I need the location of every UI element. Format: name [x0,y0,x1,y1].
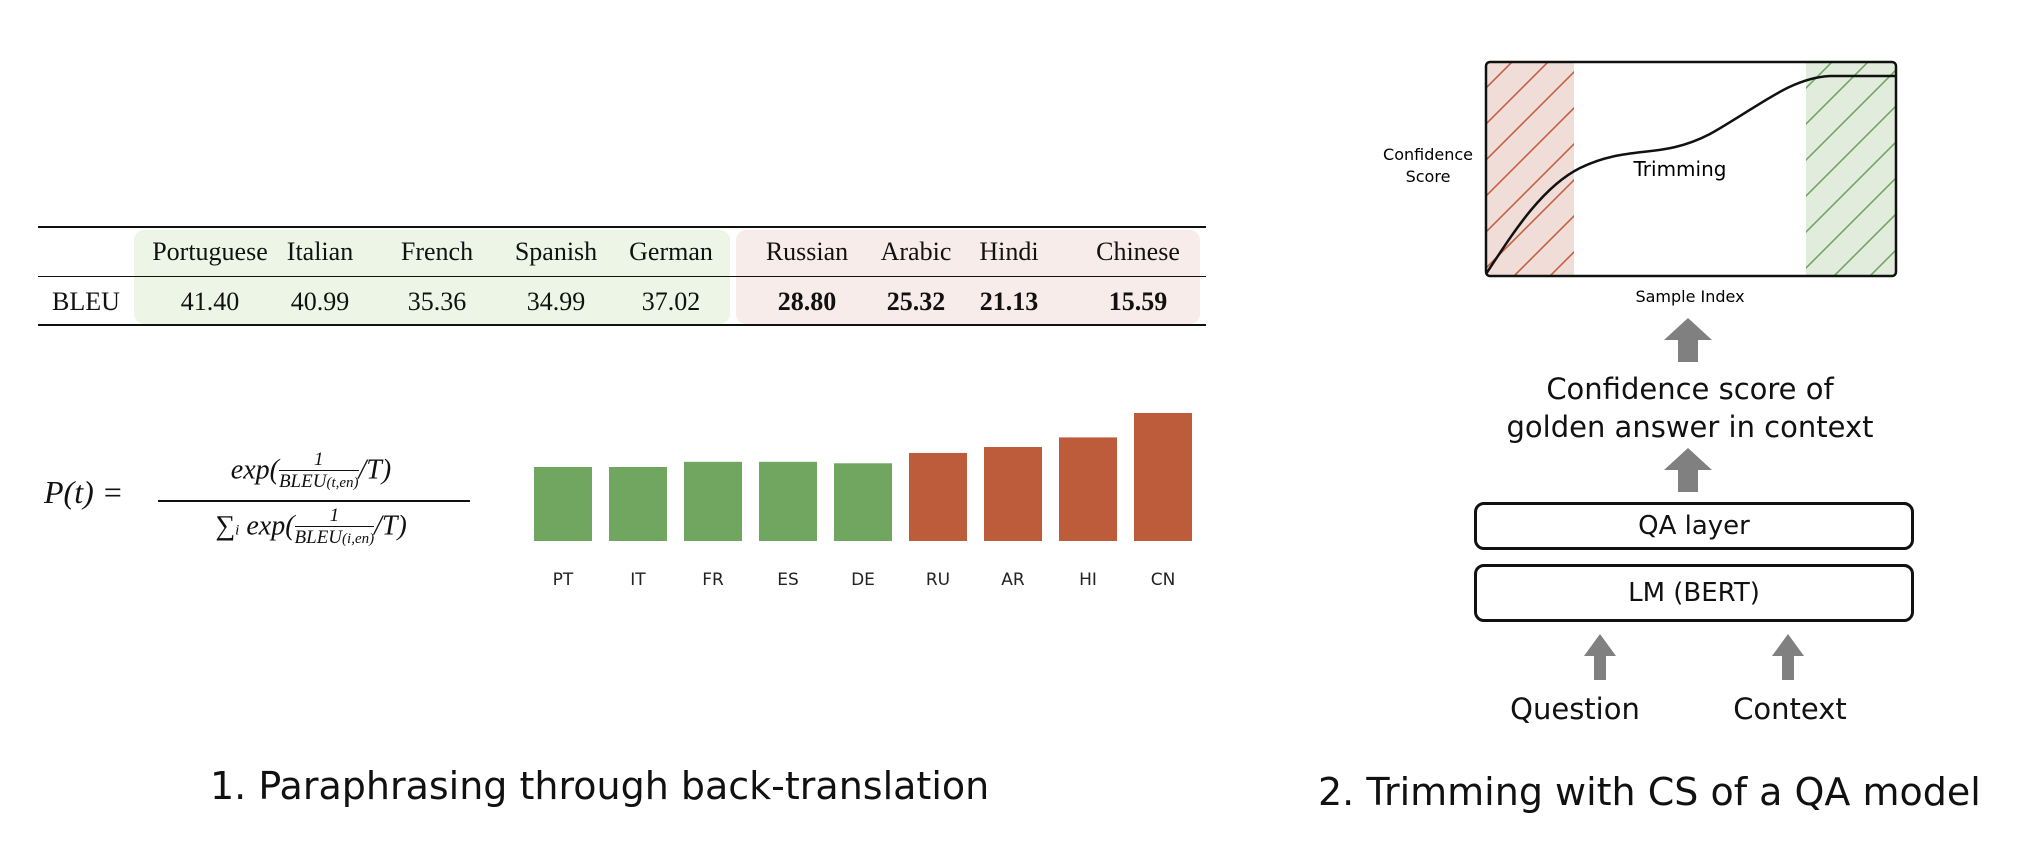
arrow-up-icon [1772,634,1804,680]
bar-pt [534,467,592,541]
bleu-value-italian: 40.99 [290,287,350,316]
bleu-value-russian: 28.80 [777,287,837,316]
hatch-line [1868,248,1896,276]
qa-layer-box: QA layer [1474,502,1914,550]
high-bleu-group-bg [134,230,730,324]
bar-hi [1059,437,1117,541]
hatch-line [1806,140,1896,234]
output-line-1: Confidence score of [1546,372,1834,406]
table-header-italian: Italian [286,237,354,266]
bar-it [609,467,667,541]
table-header-chinese: Chinese [1096,237,1180,266]
table-mid-rule [38,276,1206,277]
hatch-line [1806,104,1896,198]
bar-fr [684,461,742,541]
hatch-line [1486,62,1514,90]
bleu-value-portuguese: 41.40 [180,287,240,316]
plot-ylabel-line1: Confidence [1383,145,1473,164]
output-description: Confidence score of golden answer in con… [1450,370,1930,446]
bar-label-cn: CN [1151,570,1176,590]
bar-ru [909,452,967,541]
hatch-line [1512,214,1574,276]
table-header-french: French [400,237,474,266]
table-top-rule [38,226,1206,228]
sampling-formula: P(t) = exp(1 BLEU(t,en)/T) ∑i exp(1 BLEU(i… [44,448,474,558]
table-header-german: German [629,237,713,266]
bar-cn [1134,412,1192,541]
confidence-plot: Trimming Confidence Score Sample Index [1383,48,1906,308]
bar-label-ar: AR [1001,570,1025,590]
left-panel-title: 1. Paraphrasing through back-translation [210,764,990,808]
bleu-row-label: BLEU [52,287,120,316]
output-line-2: golden answer in context [1506,410,1874,444]
bleu-value-hindi: 21.13 [979,287,1039,316]
hatch-line [1796,48,1906,62]
bleu-value-spanish: 34.99 [526,287,586,316]
back-translation-bar-chart: PT IT FR ES DE RU AR HI CN [534,412,1192,590]
table-header-hindi: Hindi [979,237,1039,266]
bar-label-fr: FR [702,570,724,590]
table-header-spanish: Spanish [514,237,598,266]
hatch-line [1806,62,1834,90]
hatch-line [1486,142,1574,234]
bar-label-it: IT [630,570,646,590]
bar-ar [984,447,1042,541]
formula-bar [158,500,470,502]
context-input-label: Context [1733,692,1847,726]
formula-numerator: exp(1 BLEU(t,en)/T) [230,449,392,493]
low-bleu-group-bg [736,230,1200,324]
right-panel-title: 2. Trimming with CS of a QA model [1318,770,1981,814]
low-confidence-region [1486,62,1574,276]
bleu-value-german: 37.02 [641,287,701,316]
hatch-line [1476,48,1584,62]
hatch-line [1548,250,1574,276]
low-confidence-hatch [1476,48,1584,308]
hatch-line [1476,278,1584,308]
plot-xlabel: Sample Index [1635,287,1744,306]
bar-label-pt: PT [553,570,574,590]
hatch-line [1832,212,1896,276]
bleu-value-french: 35.36 [407,287,467,316]
confidence-curve [1484,74,1896,275]
hatch-line [1486,70,1574,162]
question-input-label: Question [1510,692,1640,726]
bar-de [834,463,892,541]
plot-frame [1484,60,1898,278]
bar-label-de: DE [851,570,875,590]
high-confidence-region [1806,62,1896,276]
table-header-portuguese: Portuguese [152,237,268,266]
arrow-up-icon [1584,634,1616,680]
table-bottom-rule [38,324,1206,326]
hatch-line [1806,62,1870,126]
trimming-label: Trimming [1633,157,1727,181]
plot-ylabel-line2: Score [1406,167,1451,186]
bleu-value-chinese: 15.59 [1108,287,1168,316]
hatch-line [1486,106,1574,198]
hatch-line [1806,176,1896,270]
bleu-table: BLEU Portuguese 41.40 Italian 40.99 French 35.… [38,226,1206,326]
high-confidence-hatch [1796,48,1906,308]
formula-lhs: P(t) = [44,474,124,510]
table-header-arabic: Arabic [880,237,952,266]
bar-label-es: ES [777,570,799,590]
bar-es [759,461,817,541]
table-header-russian: Russian [765,237,849,266]
hatch-line [1796,276,1906,308]
hatch-line [1806,68,1896,162]
formula-fraction: exp(1 BLEU(t,en)/T) ∑i exp(1 BLEU(i,en)/T) [152,448,470,558]
formula-denominator: ∑i exp(1 BLEU(i,en)/T) [215,505,407,549]
lm-bert-box: LM (BERT) [1474,564,1914,622]
arrow-up-icon [1664,448,1712,492]
arrow-up-icon [1664,318,1712,362]
bar-label-hi: HI [1079,570,1097,590]
hatch-line [1486,62,1550,126]
bleu-value-arabic: 25.32 [886,287,946,316]
bar-label-ru: RU [926,570,950,590]
